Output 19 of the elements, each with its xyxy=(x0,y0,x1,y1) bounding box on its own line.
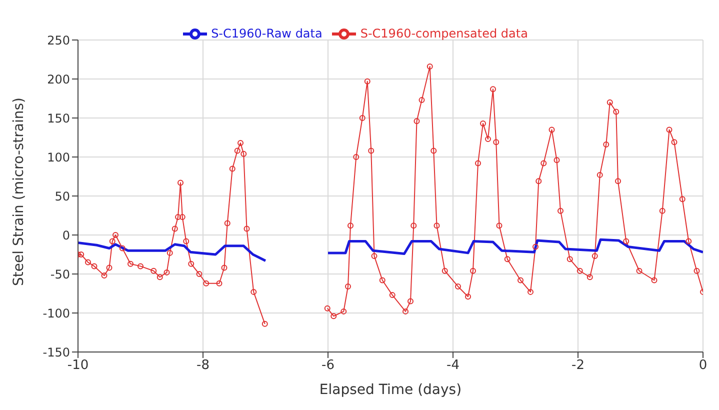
y-tick-label: 50 xyxy=(54,189,70,204)
x-tick-label: -10 xyxy=(67,358,89,374)
x-axis-title: Elapsed Time (days) xyxy=(319,382,462,398)
y-tick-label: -100 xyxy=(42,306,70,320)
y-tick-label: 200 xyxy=(47,72,70,86)
y-tick-label: 0 xyxy=(62,228,70,242)
y-tick-label: 100 xyxy=(47,150,70,164)
y-tick-label: 150 xyxy=(47,111,70,126)
x-tick-label: -2 xyxy=(572,358,584,374)
legend-label: S-C1960-Raw data xyxy=(211,26,322,40)
x-tick-label: -4 xyxy=(446,358,460,374)
y-tick-label: -50 xyxy=(50,267,70,282)
x-tick-label: -8 xyxy=(196,358,210,374)
x-tick-label: -6 xyxy=(322,358,334,374)
x-tick-label: 0 xyxy=(698,358,708,374)
y-tick-label: -150 xyxy=(42,345,70,360)
legend-label: S-C1960-compensated data xyxy=(360,26,528,40)
y-tick-label: 250 xyxy=(47,33,70,48)
y-axis-title: Steel Strain (micro-strains) xyxy=(10,97,27,286)
